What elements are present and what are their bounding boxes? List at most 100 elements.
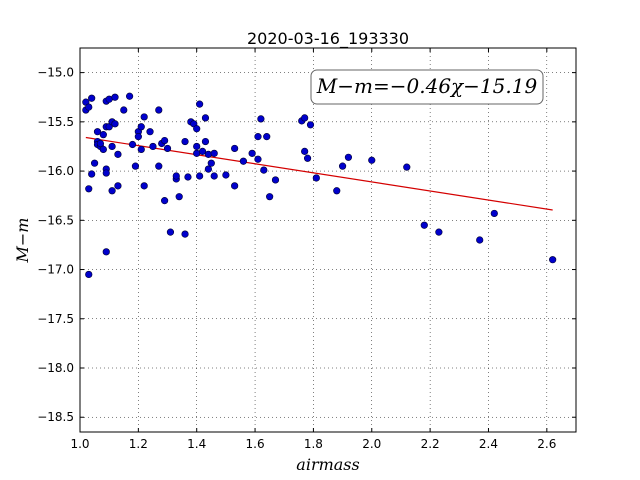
x-tick-label: 1.2	[129, 437, 148, 451]
data-point	[207, 159, 215, 167]
data-point	[184, 173, 192, 181]
data-point	[93, 128, 102, 136]
data-point	[137, 145, 145, 154]
data-point	[181, 230, 189, 238]
x-tick-label: 2.6	[537, 437, 556, 451]
data-point	[210, 172, 218, 180]
data-point	[254, 133, 262, 141]
fit-line-group	[85, 136, 553, 211]
data-point	[155, 162, 163, 170]
data-point	[368, 156, 376, 164]
x-tick-label: 2.2	[421, 437, 440, 451]
data-point	[403, 163, 411, 171]
fit-equation-box: M−m=−0.46χ−15.19	[310, 69, 544, 105]
data-point	[231, 182, 239, 190]
data-point	[163, 144, 172, 153]
data-point	[155, 106, 163, 114]
data-point	[257, 115, 265, 123]
data-point	[239, 157, 247, 165]
data-point	[303, 154, 312, 162]
data-point	[344, 153, 353, 161]
data-point	[85, 270, 93, 279]
y-tick-label: −18.5	[37, 410, 74, 424]
data-point	[131, 162, 140, 170]
data-point	[137, 123, 145, 131]
data-point	[102, 169, 110, 177]
data-point	[271, 176, 280, 184]
plot-frame	[79, 47, 577, 433]
data-point	[193, 125, 201, 133]
y-tick-label: −18.0	[37, 361, 74, 375]
data-point	[196, 172, 204, 180]
x-tick-label: 1.8	[304, 437, 323, 451]
data-point	[306, 121, 315, 129]
data-point	[161, 197, 169, 205]
data-point	[263, 133, 271, 141]
data-point	[301, 114, 309, 122]
x-tick-label: 1.6	[246, 437, 265, 451]
data-point	[198, 147, 207, 155]
y-tick-label: −17.0	[37, 263, 74, 277]
y-tick-label: −15.0	[37, 66, 74, 80]
data-point	[175, 193, 183, 201]
data-point	[204, 165, 212, 173]
data-point	[149, 142, 157, 151]
y-tick-labels: −15.0 −15.5 −16.0 −16.5 −17.0 −17.5 −18.0 −18.5	[37, 66, 74, 425]
x-tick-label: 2.0	[362, 437, 381, 451]
x-tick-label: 1.0	[70, 437, 89, 451]
data-point	[312, 174, 320, 182]
data-point	[134, 133, 142, 141]
data-point	[88, 170, 96, 178]
y-tick-label: −15.5	[37, 115, 74, 129]
data-point	[435, 228, 443, 236]
data-point	[301, 147, 309, 155]
data-point	[108, 187, 116, 195]
data-point	[476, 236, 484, 244]
data-point	[85, 185, 93, 193]
data-point	[99, 145, 107, 154]
data-point	[140, 113, 148, 121]
data-point	[231, 144, 239, 153]
x-tick-label: 2.4	[479, 437, 498, 451]
fit-equation: M−m=−0.46χ−15.19	[316, 74, 538, 98]
data-point	[90, 159, 99, 167]
data-point	[490, 209, 498, 218]
data-point	[111, 120, 119, 128]
x-tick-label: 1.4	[187, 437, 206, 451]
data-point	[201, 114, 210, 122]
data-point	[254, 155, 262, 163]
y-tick-label: −16.5	[37, 213, 74, 227]
data-point	[85, 103, 93, 111]
y-axis-label: M−m	[13, 218, 32, 264]
data-point	[266, 193, 274, 201]
grid-lines	[80, 48, 576, 432]
chart-title: 2020-03-16_193330	[247, 29, 409, 49]
data-point	[128, 140, 137, 149]
data-point	[111, 93, 119, 101]
data-point	[196, 100, 204, 108]
data-point	[172, 172, 180, 180]
data-point	[248, 149, 256, 157]
data-point	[114, 182, 122, 190]
data-point	[201, 137, 210, 146]
data-point	[161, 136, 169, 145]
data-point	[333, 187, 341, 195]
data-point	[88, 94, 96, 102]
x-tick-labels: 1.0 1.2 1.4 1.6 1.8 2.0 2.2 2.4 2.6	[70, 437, 556, 451]
data-point	[210, 149, 218, 157]
data-point	[549, 256, 557, 264]
data-point	[420, 221, 428, 229]
data-point	[260, 166, 268, 174]
data-point	[204, 150, 212, 158]
axis-ticks	[79, 48, 576, 432]
data-point	[181, 137, 189, 146]
data-point	[99, 131, 107, 139]
data-point	[338, 162, 347, 170]
data-point	[146, 128, 154, 136]
data-points	[82, 92, 557, 279]
data-point	[96, 139, 105, 148]
data-point	[108, 142, 116, 151]
data-point	[120, 106, 128, 114]
data-point	[140, 182, 148, 190]
